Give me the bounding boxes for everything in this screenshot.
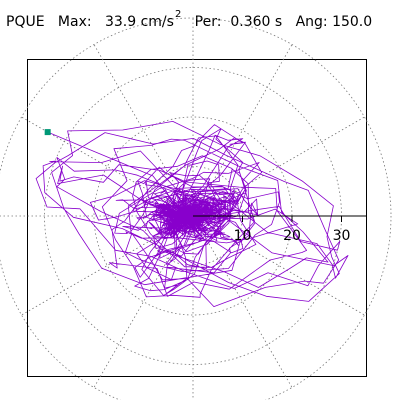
plot-frame (27, 59, 367, 377)
max-label: Max: (57, 14, 92, 30)
grid-spoke (192, 215, 293, 388)
radial-tick-label: 20 (283, 228, 301, 244)
radial-tick-label: 30 (333, 228, 351, 244)
angle-label: Ang: (295, 14, 328, 30)
radial-axis: 10 20 30 (193, 215, 366, 244)
period-value: 0.360 s (230, 14, 283, 30)
end-marker-group (44, 129, 51, 136)
grid-spoke (192, 116, 365, 217)
angle-value: 150.0 (332, 14, 373, 30)
acceleration-trace (35, 121, 349, 307)
station-code: PQUE (6, 14, 45, 30)
grid-spoke (192, 44, 293, 217)
unit-exponent: 2 (174, 9, 182, 20)
end-marker (44, 129, 51, 136)
grid-ring (0, 17, 392, 400)
radial-tick-label: 10 (234, 228, 252, 244)
plot-title: PQUE Max: 33.9 cm/s2 Per: 0.360 s Ang: 1… (6, 9, 373, 30)
grid-spoke (93, 215, 194, 388)
unit-label: cm/s (140, 14, 174, 30)
max-value: 33.9 (104, 14, 137, 30)
trace-path (35, 121, 349, 307)
